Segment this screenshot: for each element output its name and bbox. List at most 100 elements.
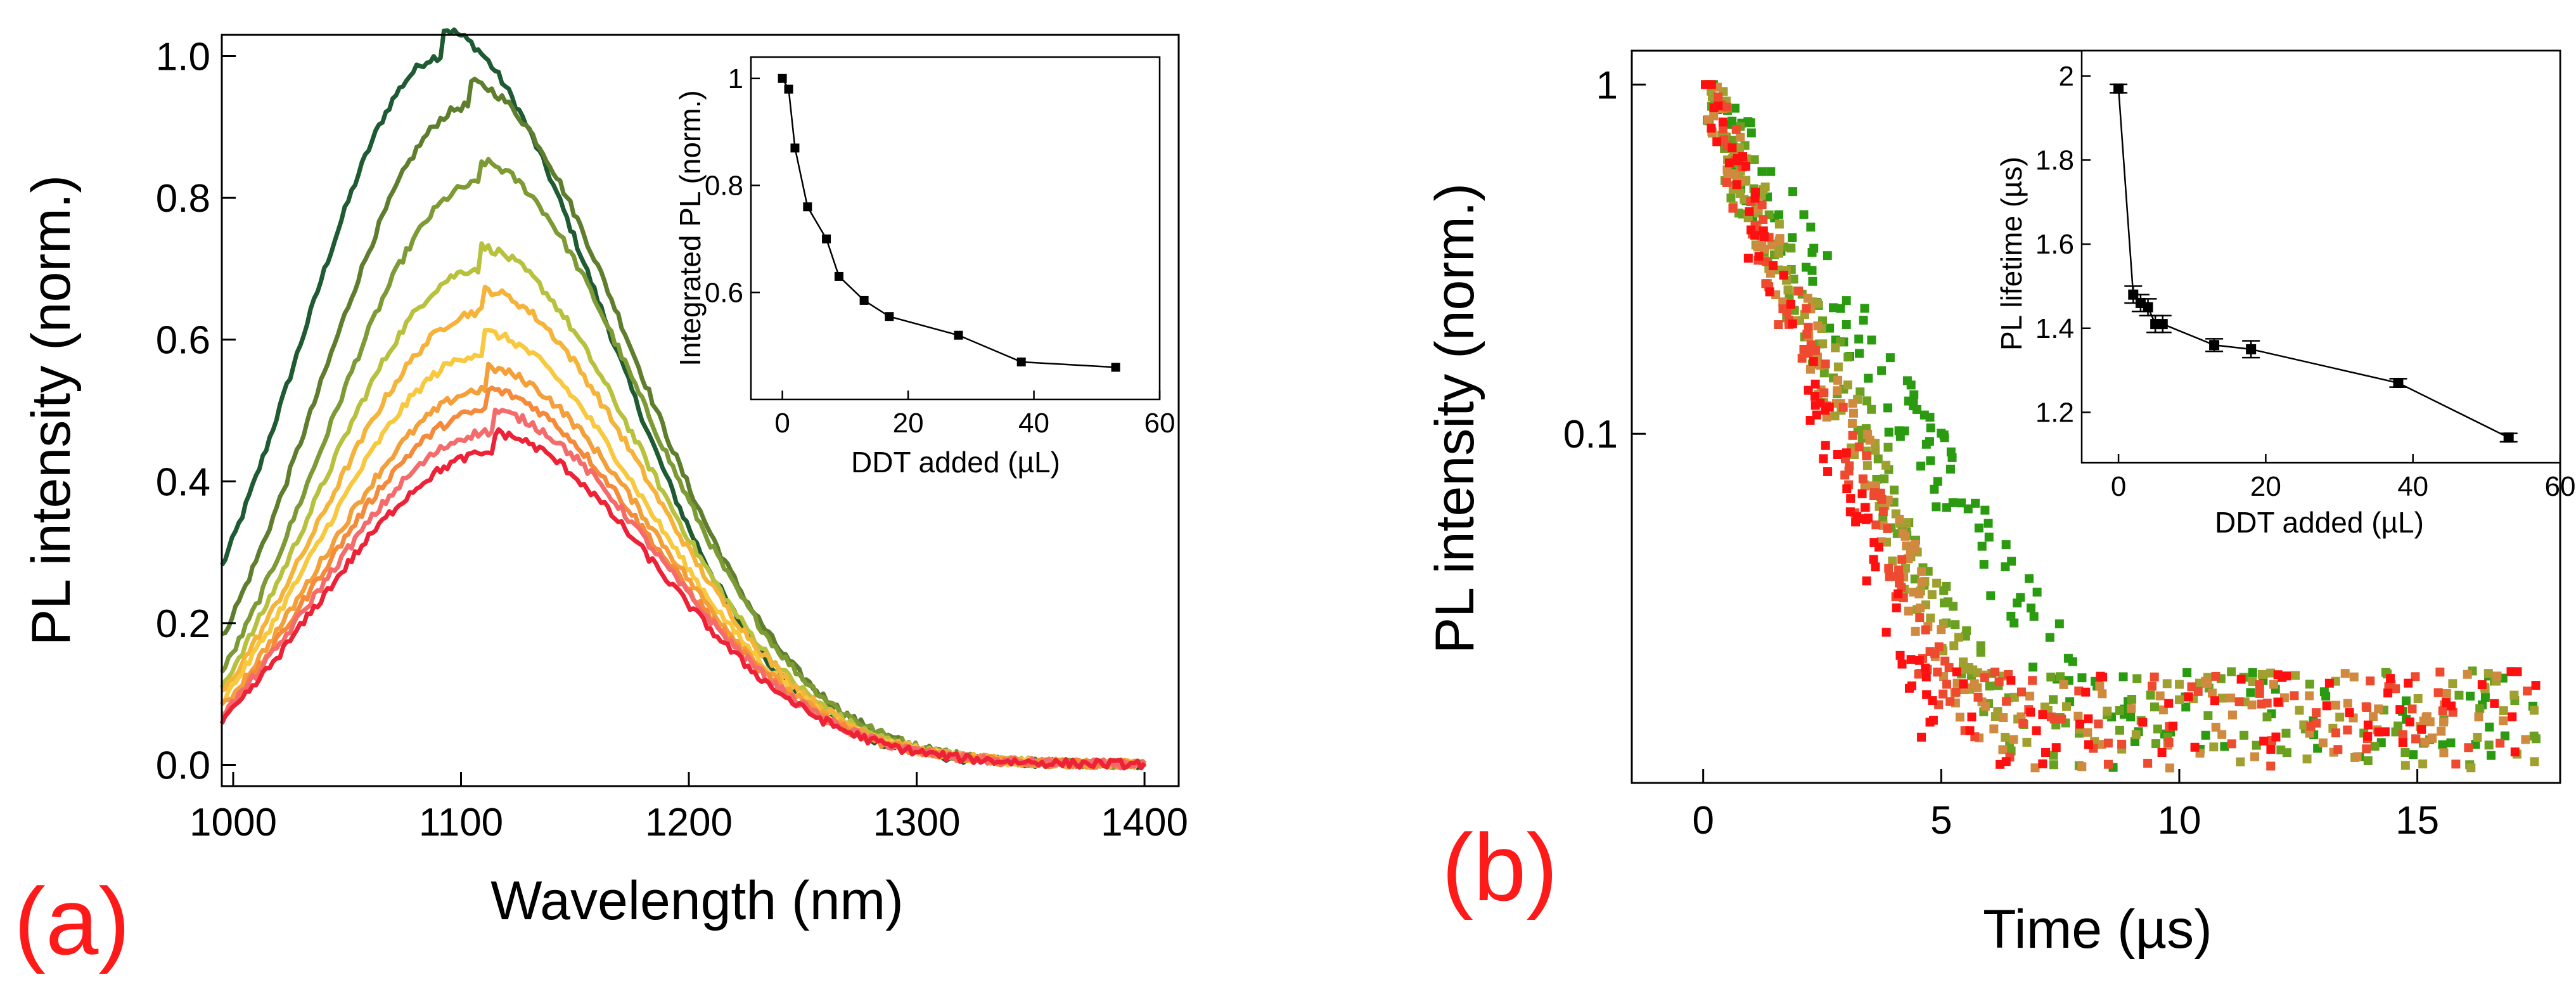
- panel-a-y-axis-title: PL intensity (norm.): [21, 175, 82, 645]
- panel-b-scatter-point: [1873, 454, 1883, 463]
- panel-b-scatter-point: [1895, 573, 1904, 583]
- panel-b-scatter-point: [1940, 598, 1949, 608]
- panel-b-scatter-point: [2487, 751, 2496, 760]
- panel-b-scatter-point: [1994, 677, 2004, 687]
- panel-a-inset-point: [1111, 363, 1120, 372]
- panel-b-x-axis-title: Time (µs): [1983, 899, 2212, 960]
- panel-b-y-tick-label: 1: [1596, 63, 1618, 107]
- panel-b-scatter-point: [2045, 633, 2054, 642]
- panel-b-inset-y-tick-label: 2: [2059, 61, 2074, 92]
- panel-b-scatter-point: [1863, 514, 1873, 523]
- panel-b-scatter-point: [2028, 662, 2038, 672]
- panel-b-scatter-point: [2175, 680, 2184, 689]
- panel-a-inset-y-tick-label: 0.8: [705, 171, 743, 202]
- panel-b-scatter-point: [2521, 735, 2530, 744]
- panel-b-scatter-point: [1890, 485, 1899, 494]
- panel-b-scatter-point: [1926, 613, 1935, 623]
- panel-b-scatter-point: [2049, 714, 2059, 724]
- panel-b-scatter-point: [1754, 252, 1764, 261]
- panel-b-scatter-point: [1719, 135, 1729, 145]
- panel-b-scatter-point: [1888, 556, 1897, 565]
- panel-b-scatter-point: [1779, 271, 1788, 280]
- panel-b-scatter-point: [2126, 712, 2136, 721]
- panel-b-scatter-point: [1906, 655, 1916, 664]
- panel-b-scatter-point: [2417, 725, 2426, 734]
- panel-b-scatter-point: [2290, 691, 2299, 701]
- panel-b-scatter-point: [2331, 728, 2340, 738]
- panel-b-scatter-point: [2032, 726, 2041, 735]
- panel-b-scatter-point: [1765, 268, 1775, 278]
- panel-b-scatter-point: [1858, 474, 1868, 484]
- panel-a-inset: 0 20 40 60 0.6 0.8 1 Integrated PL (norm.) DDT…: [674, 56, 1175, 479]
- panel-b-scatter-point: [2291, 671, 2300, 680]
- panel-b-scatter-point: [1863, 430, 1873, 439]
- panel-b-scatter-point: [1828, 303, 1838, 313]
- panel-b-scatter-point: [2475, 704, 2485, 713]
- panel-b-scatter-point: [2098, 689, 2107, 699]
- panel-b-y-tick-label: 0.1: [1563, 413, 1618, 456]
- panel-b-scatter-point: [1971, 498, 1980, 508]
- panel-b-scatter-point: [2211, 723, 2220, 732]
- panel-b-scatter-point: [2411, 734, 2421, 744]
- panel-b-scatter-point: [1909, 390, 1919, 399]
- panel-b-scatter-point: [1833, 449, 1842, 459]
- panel-b-scatter-point: [1751, 188, 1760, 197]
- panel-b-scatter-point: [1746, 118, 1755, 127]
- panel-a-inset-y-title: Integrated PL (norm.): [674, 90, 707, 366]
- panel-b-scatter-point: [1961, 631, 1970, 641]
- panel-b-scatter-point: [1881, 460, 1891, 470]
- panel-b-scatter-point: [2331, 701, 2340, 710]
- panel-a-inset-point: [859, 295, 869, 305]
- panel-b-scatter-point: [1722, 178, 1731, 187]
- panel-a-x-tick-label: 1300: [873, 801, 961, 844]
- panel-b-scatter-point: [2001, 732, 2010, 742]
- panel-b-scatter-point: [1909, 587, 1918, 597]
- panel-b-scatter-point: [1883, 443, 1893, 452]
- panel-b-scatter-point: [1934, 642, 1944, 652]
- panel-b-inset-frame: [2080, 49, 2561, 464]
- panel-b-scatter-point: [2040, 702, 2049, 712]
- panel-b-scatter-point: [2094, 719, 2103, 728]
- panel-b-scatter-point: [2201, 730, 2210, 740]
- panel-b-scatter-point: [1940, 656, 1950, 666]
- panel-a-y-tick-label: 1.0: [156, 36, 210, 79]
- panel-b-scatter-point: [2466, 692, 2475, 701]
- panel-b-scatter-point: [1806, 340, 1816, 349]
- panel-b-scatter-point: [2150, 702, 2159, 712]
- panel-b-scatter-point: [2240, 730, 2249, 740]
- panel-b-inset-x-title: DDT added (µL): [2215, 506, 2424, 539]
- panel-b-x-tick-label: 0: [1692, 799, 1714, 843]
- panel-b-scatter-point: [2143, 758, 2153, 768]
- panel-b-scatter-point: [2391, 727, 2400, 737]
- panel-b-scatter-point: [2282, 748, 2291, 758]
- panel-b-scatter-point: [2013, 598, 2022, 608]
- panel-b-scatter-point: [2227, 667, 2236, 676]
- panel-a-label: (a): [14, 868, 130, 974]
- panel-b-scatter-point: [2480, 692, 2490, 702]
- panel-b-scatter-point: [2509, 690, 2519, 700]
- panel-b-inset-x-tick-label: 20: [2250, 471, 2281, 502]
- panel-b-scatter-point: [1883, 524, 1892, 533]
- panel-b-scatter-point: [1854, 442, 1864, 451]
- panel-b-scatter-point: [1774, 320, 1783, 330]
- panel-b-scatter-point: [1807, 266, 1817, 275]
- panel-b-scatter-point: [2038, 759, 2047, 768]
- panel-b-scatter-point: [2305, 680, 2314, 689]
- panel-b-scatter-point: [1894, 589, 1903, 598]
- panel-b-scatter-point: [2073, 711, 2083, 721]
- panel-b-scatter-point: [2057, 714, 2067, 724]
- panel-b-scatter-point: [1927, 590, 1937, 600]
- panel-b-scatter-point: [2041, 747, 2051, 757]
- panel-b-scatter-point: [1783, 285, 1793, 295]
- panel-a-inset-point: [834, 271, 843, 281]
- panel-b-scatter-point: [1730, 103, 1740, 113]
- panel-b-scatter-point: [2312, 708, 2321, 718]
- panel-b-scatter-point: [1861, 481, 1870, 491]
- panel-a-x-tick-label: 1400: [1101, 801, 1188, 844]
- panel-b-scatter-point: [2181, 702, 2191, 712]
- panel-b-scatter-point: [1718, 124, 1727, 134]
- panel-b-scatter-point: [2220, 742, 2229, 751]
- panel-b-scatter-point: [2281, 728, 2291, 738]
- panel-b-scatter-point: [2169, 721, 2178, 731]
- panel-b-scatter-point: [2130, 737, 2139, 746]
